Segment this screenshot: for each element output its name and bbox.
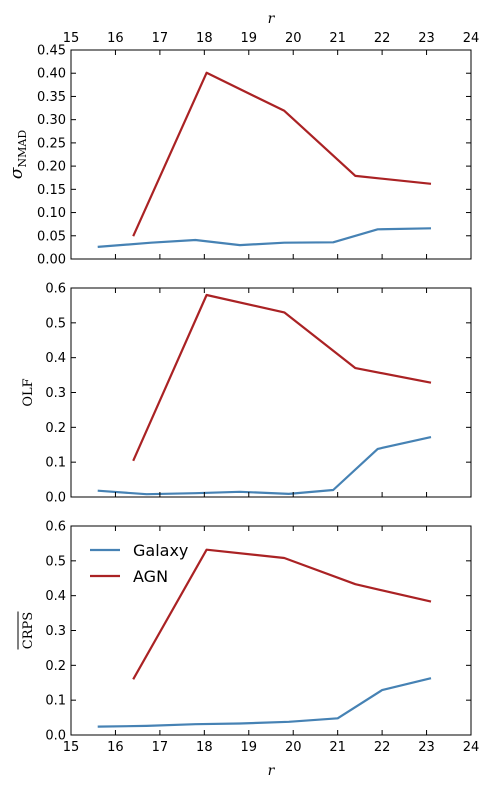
series-line-galaxy — [97, 227, 432, 248]
x-tick-label: 24 — [463, 740, 480, 755]
legend: Galaxy AGN — [90, 541, 188, 586]
y-tick-label: 0.45 — [37, 44, 66, 59]
series-line-agn — [132, 71, 432, 237]
y-tick-label: 0.3 — [45, 624, 66, 639]
x-tick-label-top: 16 — [107, 31, 124, 46]
x-tick-label: 20 — [285, 740, 302, 755]
y-tick-label: 0.35 — [37, 90, 66, 105]
y-tick-label: 0.20 — [37, 160, 66, 175]
y-axis-label-group: σNMAD — [7, 130, 29, 179]
y-tick-label: 0.40 — [37, 67, 66, 82]
legend-label-agn: AGN — [133, 567, 168, 586]
plot-frame — [70, 287, 472, 498]
x-tick-label-top: 20 — [285, 31, 302, 46]
x-tick-label: 21 — [329, 740, 346, 755]
y-tick-label: 0.25 — [37, 136, 66, 151]
x-tick-label-top: 17 — [152, 31, 169, 46]
x-tick-label: 19 — [241, 740, 258, 755]
x-tick-label-top: 21 — [329, 31, 346, 46]
panel-middle: 0.0 0.1 0.2 0.3 0.4 0.5 0.6 OLF — [21, 282, 472, 506]
x-tick-label: 23 — [418, 740, 435, 755]
y-tick-label: 0.1 — [45, 694, 66, 709]
y-tick-label: 0.5 — [45, 316, 66, 331]
y-axis-label: CRPS — [21, 612, 36, 649]
x-axis-label: r — [268, 763, 276, 779]
y-axis-label-symbol: σ — [7, 167, 27, 179]
x-tick-label-top: 19 — [241, 31, 258, 46]
plot-frame — [70, 49, 472, 260]
y-tick-label: 0.4 — [45, 589, 66, 604]
panel-bottom: 0.0 0.1 0.2 0.3 0.4 0.5 0.6 15 16 17 18 19 20 21 22 23 2… — [17, 520, 480, 779]
y-tick-label: 0.15 — [37, 183, 66, 198]
y-axis-label-group: OLF — [21, 378, 36, 406]
x-tick-label: 18 — [196, 740, 213, 755]
y-tick-label: 0.2 — [45, 421, 66, 436]
y-tick-label: 0.00 — [37, 253, 66, 268]
panel-top: 0.00 0.05 0.10 0.15 0.20 0.25 0.30 0.35 0.40 0.45… — [7, 11, 479, 268]
x-tick-label: 16 — [107, 740, 124, 755]
x-tick-label: 15 — [63, 740, 80, 755]
y-tick-label: 0.4 — [45, 351, 66, 366]
y-tick-label: 0.2 — [45, 659, 66, 674]
series-line-galaxy — [97, 677, 432, 728]
series-line-agn — [132, 548, 432, 680]
x-axis-label-top: r — [268, 11, 276, 27]
y-axis-label: σNMAD — [7, 130, 29, 179]
y-tick-label: 0.0 — [45, 729, 66, 744]
y-tick-label: 0.6 — [45, 282, 66, 297]
x-tick-label-top: 24 — [463, 31, 480, 46]
y-tick-label: 0.10 — [37, 206, 66, 221]
x-tick-label: 17 — [152, 740, 169, 755]
y-tick-label: 0.30 — [37, 113, 66, 128]
y-tick-label: 0.3 — [45, 386, 66, 401]
x-tick-label-top: 22 — [374, 31, 391, 46]
x-tick-label-top: 15 — [63, 31, 80, 46]
series-line-galaxy — [97, 436, 432, 496]
y-axis-label-subscript: NMAD — [16, 130, 29, 168]
y-axis-label-group: CRPS — [17, 611, 36, 650]
y-tick-label: 0.0 — [45, 491, 66, 506]
y-tick-label: 0.6 — [45, 520, 66, 535]
y-tick-label: 0.1 — [45, 456, 66, 471]
x-tick-label-top: 23 — [418, 31, 435, 46]
x-tick-label-top: 18 — [196, 31, 213, 46]
x-tick-label: 22 — [374, 740, 391, 755]
series-line-agn — [132, 293, 432, 462]
legend-label-galaxy: Galaxy — [133, 541, 188, 560]
y-tick-label: 0.05 — [37, 229, 66, 244]
y-axis-label: OLF — [21, 378, 36, 406]
y-tick-label: 0.5 — [45, 554, 66, 569]
